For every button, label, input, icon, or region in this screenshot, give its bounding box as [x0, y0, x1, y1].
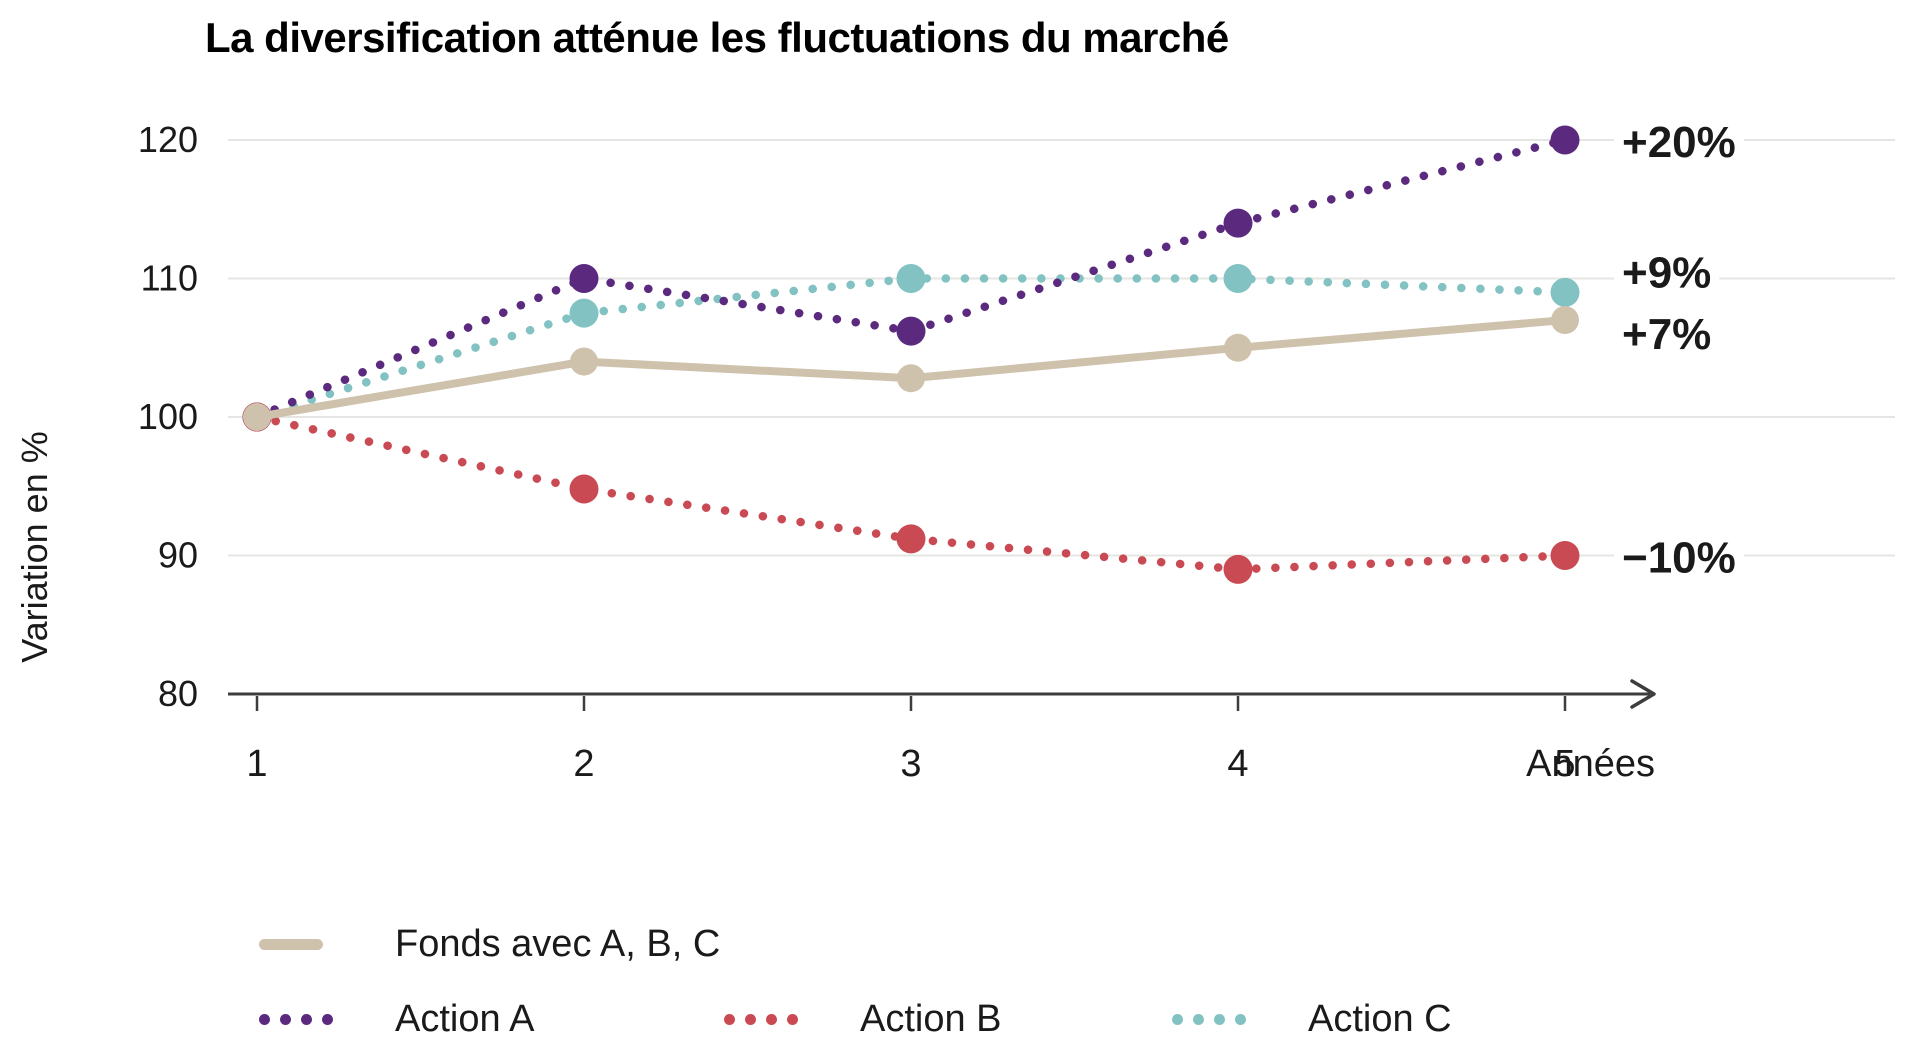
legend-label: Action C — [1308, 997, 1452, 1040]
series-end-label: −10% — [1622, 534, 1736, 583]
legend-item-fonds-avec-a-b-c: Fonds avec A, B, C — [259, 920, 720, 968]
data-point — [1224, 333, 1252, 362]
legend-label: Action A — [395, 997, 535, 1040]
data-point — [569, 474, 599, 504]
legend-dots-icon — [1172, 1013, 1308, 1025]
data-point — [243, 403, 271, 431]
series-end-label: +20% — [1622, 118, 1736, 167]
x-axis-label: Années — [1526, 743, 1655, 785]
x-tick-label: 2 — [573, 743, 594, 785]
legend-label: Action B — [860, 997, 1002, 1040]
y-tick-label: 100 — [138, 396, 198, 437]
data-point — [896, 316, 926, 346]
series-end-label: +7% — [1622, 310, 1711, 359]
legend-label: Fonds avec A, B, C — [395, 922, 721, 965]
data-point — [897, 364, 925, 393]
chart-title: La diversification atténue les fluctuati… — [205, 14, 1229, 61]
y-tick-label: 120 — [138, 119, 198, 160]
legend-item-action-b: Action B — [724, 995, 1002, 1043]
data-point — [570, 347, 598, 376]
data-point — [569, 264, 599, 293]
x-tick-label: 4 — [1227, 743, 1248, 785]
y-tick-label: 80 — [158, 673, 198, 714]
data-point — [896, 264, 926, 293]
legend-item-action-c: Action C — [1172, 995, 1452, 1043]
data-point — [1223, 554, 1253, 584]
legend-line-icon — [259, 938, 395, 950]
series-line-action-c — [252, 274, 1570, 422]
data-point — [1550, 125, 1580, 155]
legend-item-action-a: Action A — [259, 995, 534, 1043]
data-point — [1223, 208, 1253, 238]
dotted-line-swatch-icon — [724, 1013, 798, 1025]
solid-line-swatch-icon — [259, 938, 323, 950]
y-tick-label: 90 — [158, 535, 198, 576]
x-tick-label: 5 — [1554, 743, 1575, 785]
data-point — [1550, 541, 1580, 570]
data-point — [1551, 306, 1579, 335]
x-tick-label: 1 — [246, 743, 267, 785]
end-label-backing — [1614, 114, 1744, 171]
axis-arrow-icon — [1630, 679, 1656, 709]
data-point — [1223, 264, 1253, 293]
dotted-line-swatch-icon — [1172, 1013, 1246, 1025]
legend-dots-icon — [724, 1013, 860, 1025]
data-point — [896, 524, 926, 554]
legend-dots-icon — [259, 1013, 395, 1025]
data-point — [569, 298, 599, 328]
x-tick-label: 3 — [900, 743, 921, 785]
dotted-line-swatch-icon — [259, 1013, 333, 1025]
end-label-backing — [1614, 244, 1720, 302]
y-tick-label: 110 — [141, 258, 198, 299]
data-point — [1550, 277, 1580, 307]
end-label-backing — [1614, 529, 1744, 587]
series-end-label: +9% — [1622, 248, 1711, 297]
end-label-backing — [1614, 306, 1720, 364]
